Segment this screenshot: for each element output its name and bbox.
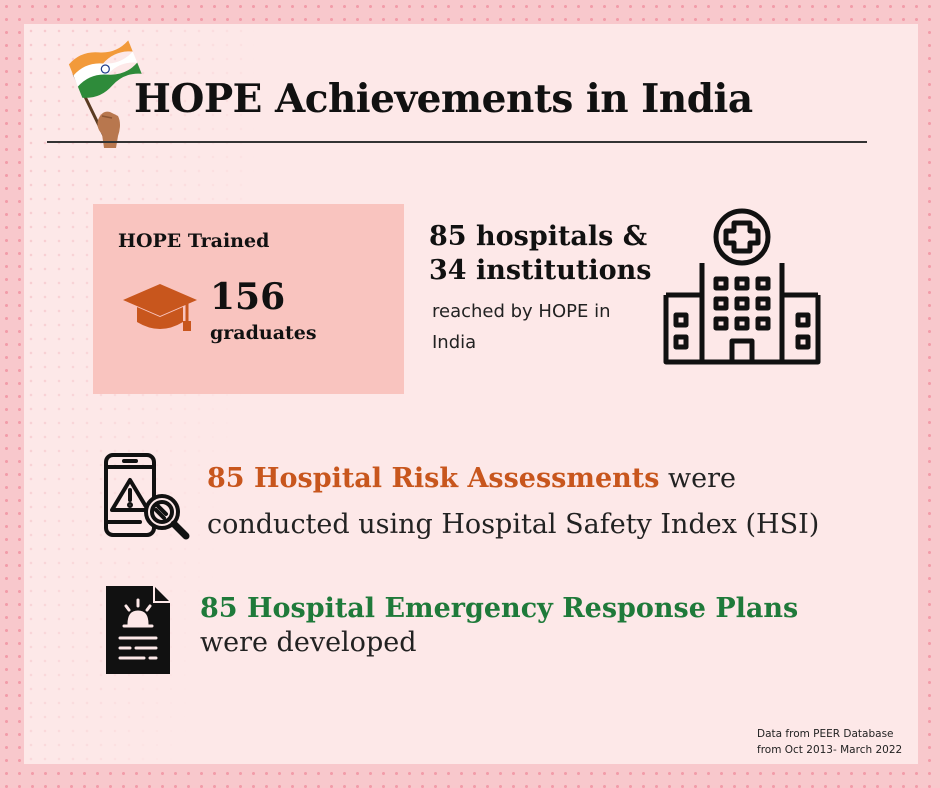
trained-count: 156 (210, 276, 286, 318)
data-source-note: Data from PEER Database from Oct 2013- M… (757, 726, 902, 758)
hospitals-count: 85 hospitals & (429, 221, 648, 252)
institutions-count: 34 institutions (429, 255, 652, 286)
page-title: HOPE Achievements in India (134, 76, 753, 122)
title-divider (47, 141, 867, 143)
india-flag-icon (68, 40, 142, 148)
hospital-building-icon (663, 208, 821, 365)
risk-text-after: were conducted using Hospital Safety Ind… (207, 463, 820, 540)
trained-label: HOPE Trained (118, 230, 270, 252)
document-alarm-icon (106, 586, 170, 674)
plans-highlight: 85 Hospital Emergency Response Plans (200, 593, 799, 624)
risk-assessment-statement: 85 Hospital Risk Assessments were conduc… (207, 456, 887, 548)
infographic-card: HOPE Achievements in India HOPE Trained … (24, 24, 918, 764)
source-line-1: Data from PEER Database (757, 728, 894, 740)
graduation-cap-icon (123, 284, 197, 331)
source-line-2: from Oct 2013- March 2022 (757, 744, 903, 756)
risk-highlight: 85 Hospital Risk Assessments (207, 463, 660, 494)
plans-text-after: were developed (200, 627, 417, 658)
hospitals-description: reached by HOPE in India (432, 301, 611, 353)
trained-stat-box: HOPE Trained 156 graduates (93, 204, 404, 394)
phone-warning-search-icon (104, 453, 190, 540)
trained-unit: graduates (210, 322, 317, 344)
response-plans-statement: 85 Hospital Emergency Response Plans wer… (200, 592, 800, 660)
